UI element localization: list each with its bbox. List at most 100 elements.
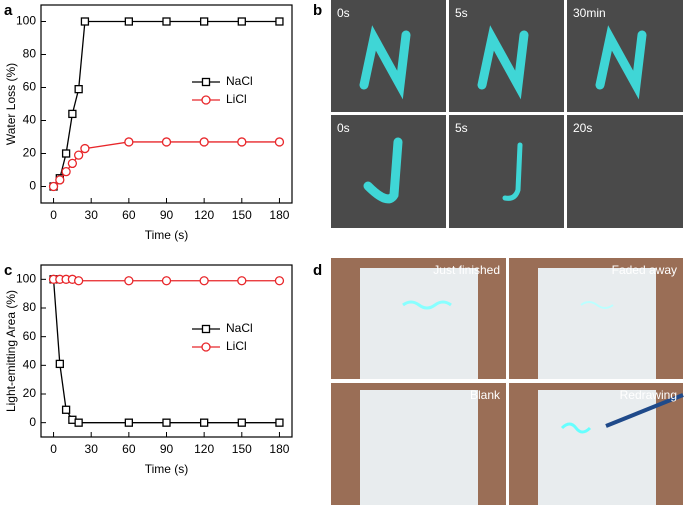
marker (74, 150, 84, 160)
legend-marker (201, 95, 211, 105)
marker (274, 276, 285, 286)
panel-d: Just finished Faded away Blank Redrawing (331, 258, 684, 505)
y-tick-label: 40 (23, 113, 37, 127)
y-axis-label: Light-emitting Area (%) (4, 290, 18, 412)
marker (237, 418, 246, 427)
x-tick-label: 30 (85, 208, 99, 222)
photo-caption: Redrawing (620, 388, 677, 402)
legend-label: NaCl (226, 74, 253, 88)
y-axis-label: Water Loss (%) (4, 63, 18, 145)
photo-caption: 5s (455, 6, 468, 20)
y-tick-label: 0 (29, 415, 36, 429)
photo-caption: Just finished (433, 263, 500, 277)
legend-marker (201, 77, 211, 87)
photo-caption: 5s (455, 121, 468, 135)
marker (55, 175, 65, 185)
legend-marker (201, 342, 211, 352)
marker (67, 158, 78, 169)
marker (161, 137, 172, 147)
photo-caption: 20s (573, 121, 592, 135)
marker (80, 143, 90, 154)
x-tick-label: 0 (50, 208, 57, 222)
chart: 0 30 60 90 120 150 180 0 20 40 60 80 100 Time (s) Ligh… (4, 264, 293, 476)
marker (199, 17, 209, 26)
marker (68, 109, 77, 119)
plot-frame (40, 4, 293, 204)
marker (199, 137, 209, 147)
x-axis-label: Time (s) (145, 462, 189, 476)
marker (61, 166, 71, 177)
y-tick-label: 60 (23, 329, 37, 343)
x-tick-label: 90 (160, 442, 174, 456)
photo-caption: 30min (573, 6, 606, 20)
x-tick-label: 0 (50, 442, 57, 456)
x-axis-label: Time (s) (145, 228, 189, 242)
y-tick-label: 80 (23, 47, 37, 61)
x-tick-label: 60 (122, 208, 136, 222)
marker (74, 418, 83, 427)
y-tick-label: 80 (23, 300, 37, 314)
legend-label: LiCl (226, 92, 247, 106)
x-tick-label: 120 (194, 442, 214, 456)
photo (331, 115, 446, 228)
photo (567, 115, 683, 228)
photo (331, 258, 506, 379)
panel-b: 0s 5s 30min 0s 5s 20s (331, 0, 683, 228)
y-tick-label: 20 (23, 386, 37, 400)
x-tick-label: 120 (194, 208, 214, 222)
x-tick-label: 60 (122, 442, 136, 456)
marker (162, 17, 171, 26)
y-tick-label: 60 (23, 80, 37, 94)
panel-label: c (4, 262, 12, 279)
photo-caption: 0s (337, 121, 350, 135)
y-tick-label: 0 (29, 179, 36, 193)
plot-frame (40, 264, 293, 438)
chart: 0 30 60 90 120 150 180 0 20 40 60 80 100 Time (s) Wate… (4, 4, 293, 242)
photo (509, 258, 683, 379)
marker (48, 181, 59, 192)
marker (275, 17, 284, 26)
marker (161, 276, 172, 286)
y-tick-label: 20 (23, 146, 37, 160)
photo (509, 383, 684, 505)
marker (61, 405, 71, 414)
marker (124, 17, 133, 26)
marker (55, 359, 64, 369)
y-tick-label: 100 (16, 14, 36, 28)
marker (237, 17, 246, 26)
photo (331, 383, 506, 505)
marker (124, 137, 134, 147)
marker (199, 276, 209, 286)
panel-label: a (4, 2, 13, 19)
y-tick-label: 100 (16, 272, 36, 286)
marker (74, 276, 84, 286)
marker (274, 137, 285, 147)
marker (237, 276, 247, 286)
marker (275, 418, 284, 427)
legend-marker (201, 324, 211, 334)
x-tick-label: 150 (232, 442, 252, 456)
x-tick-label: 150 (232, 208, 252, 222)
marker (80, 17, 90, 26)
marker (199, 418, 209, 427)
panel-label: b (313, 2, 322, 19)
glow-drawing (359, 25, 647, 204)
photo-caption: Blank (470, 388, 501, 402)
marker (124, 418, 133, 427)
x-tick-label: 90 (160, 208, 174, 222)
photo (449, 115, 564, 228)
photo-caption: Faded away (612, 263, 677, 277)
legend-label: NaCl (226, 321, 253, 335)
x-tick-label: 180 (269, 442, 289, 456)
marker (237, 137, 247, 147)
photo-caption: 0s (337, 6, 350, 20)
marker (162, 418, 171, 427)
series-line (52, 279, 280, 424)
marker (74, 85, 83, 94)
y-tick-label: 40 (23, 358, 37, 372)
legend-label: LiCl (226, 339, 247, 353)
marker (124, 276, 134, 286)
panel-label: d (313, 262, 322, 279)
marker (61, 149, 71, 158)
